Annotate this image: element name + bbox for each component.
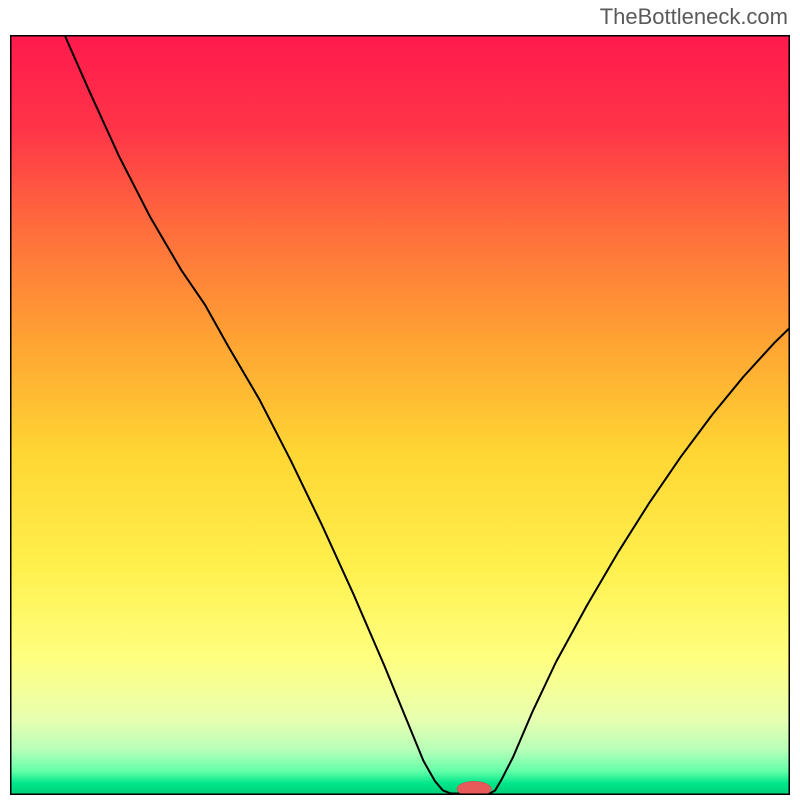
optimal-marker bbox=[457, 781, 491, 795]
bottleneck-chart bbox=[10, 35, 790, 795]
chart-background bbox=[10, 35, 790, 795]
watermark-text: TheBottleneck.com bbox=[600, 4, 788, 30]
